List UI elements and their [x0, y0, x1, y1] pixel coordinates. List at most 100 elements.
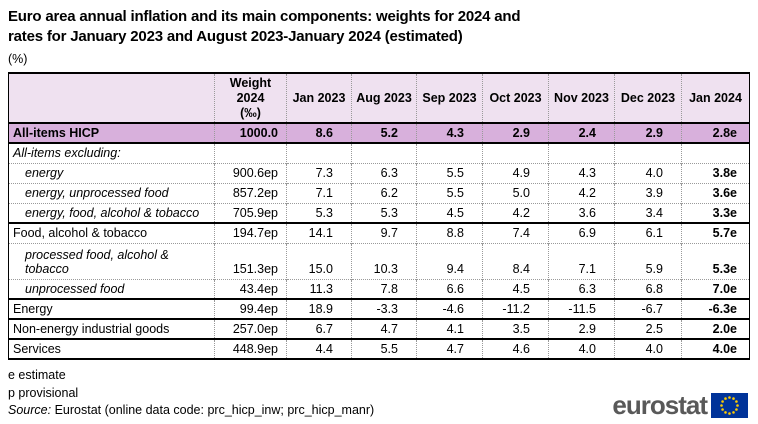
page-title-line1: Euro area annual inflation and its main … — [8, 8, 521, 25]
cell-dec-2023: 3.9 — [614, 183, 682, 203]
cell-aug-2023: 5.2 — [351, 123, 417, 143]
weight-header-line1: Weight — [229, 75, 272, 90]
cell-jan-2024: 5.7e — [681, 223, 750, 243]
cell-sep-2023: 5.5 — [416, 183, 483, 203]
cell-weight: 448.9ep — [214, 339, 287, 359]
cell-oct-2023: 4.5 — [482, 279, 549, 299]
cell-aug-2023: 5.3 — [351, 203, 417, 223]
cell-aug-2023: 10.3 — [351, 243, 417, 279]
cell-oct-2023: -11.2 — [482, 299, 549, 319]
cell-nov-2023: 4.0 — [548, 339, 615, 359]
cell-dec-2023 — [614, 143, 682, 163]
row-label: All-items excluding: — [13, 146, 121, 161]
page-title-line2: rates for January 2023 and August 2023-J… — [8, 28, 463, 45]
source-text: Eurostat (online data code: prc_hicp_inw… — [54, 403, 375, 417]
row-label: unprocessed food — [25, 281, 125, 296]
cell-sep-2023: 6.6 — [416, 279, 483, 299]
source-label: Source: — [8, 403, 52, 417]
cell-jan-2024: 7.0e — [681, 279, 750, 299]
cell-dec-2023: 3.4 — [614, 203, 682, 223]
cell-sep-2023: 8.8 — [416, 223, 483, 243]
cell-weight — [214, 143, 287, 163]
cell-jan-2023: 5.3 — [286, 203, 352, 223]
footnotes: e estimate p provisional Source: Eurosta… — [8, 367, 750, 420]
row-label: Non-energy industrial goods — [13, 322, 170, 336]
cell-sep-2023: 4.7 — [416, 339, 483, 359]
table-row-services: Services 448.9ep 4.4 5.5 4.7 4.6 4.0 4.0… — [8, 339, 750, 359]
table-row-energy: Energy 99.4ep 18.9 -3.3 -4.6 -11.2 -11.5… — [8, 299, 750, 319]
cell-jan-2023: 6.7 — [286, 319, 352, 339]
cell-jan-2023: 18.9 — [286, 299, 352, 319]
cell-jan-2023 — [286, 143, 352, 163]
unit-label: (%) — [8, 52, 28, 66]
cell-jan-2024: 4.0e — [681, 339, 750, 359]
cell-jan-2024: 3.8e — [681, 163, 750, 183]
cell-sep-2023: -4.6 — [416, 299, 483, 319]
cell-nov-2023: 4.2 — [548, 183, 615, 203]
row-label: Services — [13, 342, 61, 356]
column-header-nov-2023: Nov 2023 — [548, 73, 615, 124]
weight-header-line3: (‰) — [240, 105, 261, 120]
cell-nov-2023: 7.1 — [548, 243, 615, 279]
cell-aug-2023: -3.3 — [351, 299, 417, 319]
cell-oct-2023: 2.9 — [482, 123, 549, 143]
source-line: Source: Eurostat (online data code: prc_… — [8, 402, 750, 420]
cell-nov-2023: 4.3 — [548, 163, 615, 183]
table-row-all-items-hicp: All-items HICP 1000.0 8.6 5.2 4.3 2.9 2.… — [8, 123, 750, 143]
eurostat-logo: eurostat — [612, 392, 748, 418]
row-label: energy, food, alcohol & tobacco — [25, 205, 200, 220]
cell-jan-2023: 7.1 — [286, 183, 352, 203]
cell-jan-2024: 2.0e — [681, 319, 750, 339]
cell-aug-2023: 5.5 — [351, 339, 417, 359]
footnote-provisional: p provisional — [8, 385, 79, 400]
cell-jan-2023: 11.3 — [286, 279, 352, 299]
row-label: All-items HICP — [13, 126, 100, 140]
cell-oct-2023: 4.2 — [482, 203, 549, 223]
table-row-non-energy-industrial-goods: Non-energy industrial goods 257.0ep 6.7 … — [8, 319, 750, 339]
cell-jan-2024: -6.3e — [681, 299, 750, 319]
weight-header-line2: 2024 — [236, 90, 265, 105]
footnote-estimate: e estimate — [8, 368, 66, 382]
cell-weight: 151.3ep — [214, 243, 287, 279]
column-header-dec-2023: Dec 2023 — [614, 73, 682, 124]
cell-weight: 43.4ep — [214, 279, 287, 299]
cell-nov-2023: 3.6 — [548, 203, 615, 223]
column-header-jan-2024: Jan 2024 — [681, 73, 750, 124]
row-label: Food, alcohol & tobacco — [13, 226, 148, 241]
table-row-excl-energy-food-alcohol-tobacco: energy, food, alcohol & tobacco 705.9ep … — [8, 203, 750, 223]
cell-jan-2024: 3.3e — [681, 203, 750, 223]
cell-sep-2023: 4.1 — [416, 319, 483, 339]
column-header-jan-2023: Jan 2023 — [286, 73, 352, 124]
cell-aug-2023: 6.3 — [351, 163, 417, 183]
cell-nov-2023: 2.4 — [548, 123, 615, 143]
cell-aug-2023: 7.8 — [351, 279, 417, 299]
cell-oct-2023: 3.5 — [482, 319, 549, 339]
cell-weight: 1000.0 — [214, 123, 287, 143]
column-header-aug-2023: Aug 2023 — [351, 73, 417, 124]
cell-oct-2023: 4.6 — [482, 339, 549, 359]
cell-nov-2023: -11.5 — [548, 299, 615, 319]
cell-dec-2023: 5.9 — [614, 243, 682, 279]
column-header-sep-2023: Sep 2023 — [416, 73, 483, 124]
cell-dec-2023: 2.9 — [614, 123, 682, 143]
cell-sep-2023: 5.5 — [416, 163, 483, 183]
cell-weight: 194.7ep — [214, 223, 287, 243]
cell-jan-2023: 15.0 — [286, 243, 352, 279]
cell-dec-2023: 4.0 — [614, 339, 682, 359]
cell-sep-2023 — [416, 143, 483, 163]
cell-weight: 257.0ep — [214, 319, 287, 339]
column-header-empty — [8, 73, 215, 124]
cell-oct-2023: 5.0 — [482, 183, 549, 203]
eurostat-logo-text: eurostat — [612, 390, 708, 420]
cell-oct-2023: 7.4 — [482, 223, 549, 243]
row-label: Energy — [13, 302, 53, 316]
column-header-oct-2023: Oct 2023 — [482, 73, 549, 124]
cell-jan-2023: 14.1 — [286, 223, 352, 243]
cell-aug-2023: 6.2 — [351, 183, 417, 203]
cell-nov-2023: 2.9 — [548, 319, 615, 339]
cell-aug-2023: 4.7 — [351, 319, 417, 339]
cell-sep-2023: 9.4 — [416, 243, 483, 279]
table-row-excl-energy: energy 900.6ep 7.3 6.3 5.5 4.9 4.3 4.0 3… — [8, 163, 750, 183]
table-row-processed-food-alcohol-tobacco: processed food, alcohol & tobacco 151.3e… — [8, 243, 750, 279]
